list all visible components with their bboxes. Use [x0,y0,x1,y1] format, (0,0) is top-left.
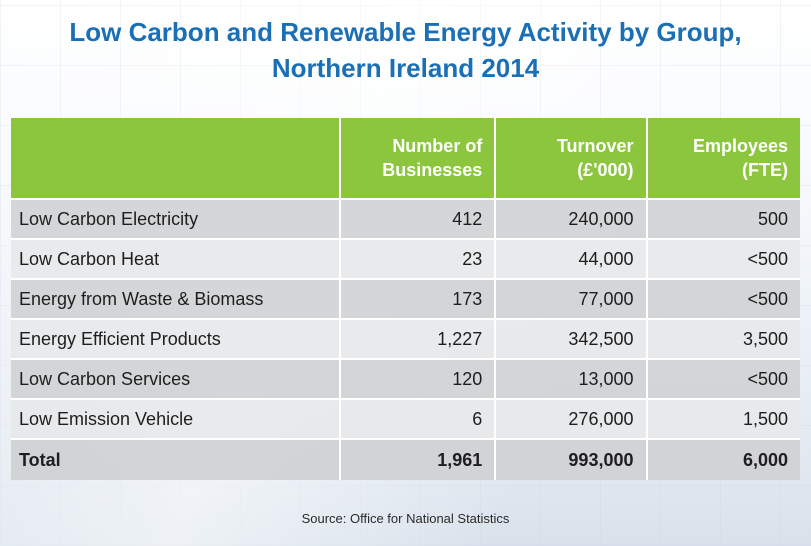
cell-turnover: 77,000 [495,278,648,319]
table-row: Energy Efficient Products 1,227 342,500 … [11,318,800,359]
table-row: Low Carbon Electricity 412 240,000 500 [11,198,800,239]
source-note: Source: Office for National Statistics [301,511,510,526]
table-row: Low Emission Vehicle 6 276,000 1,500 [11,398,800,439]
cell-group: Low Carbon Electricity [11,198,341,239]
cell-turnover: 44,000 [495,238,648,279]
title-line-1: Low Carbon and Renewable Energy Activity… [69,17,742,47]
page-title: Low Carbon and Renewable Energy Activity… [0,14,811,86]
cell-group: Low Carbon Services [11,358,341,399]
table-row: Energy from Waste & Biomass 173 77,000 <… [11,278,800,319]
header-employees: Employees (FTE) [646,118,800,199]
header-businesses-line2: Businesses [382,160,483,180]
header-businesses-line1: Number of [392,136,483,156]
cell-group: Low Carbon Heat [11,238,341,279]
header-turnover: Turnover (£'000) [495,118,648,199]
title-line-2: Northern Ireland 2014 [271,53,540,83]
cell-employees: <500 [646,238,800,279]
cell-employees: 1,500 [646,398,800,439]
cell-group: Energy Efficient Products [11,318,341,359]
cell-turnover: 276,000 [495,398,648,439]
cell-group: Energy from Waste & Biomass [11,278,341,319]
total-employees: 6,000 [646,438,800,480]
total-turnover: 993,000 [495,438,648,480]
cell-employees: 3,500 [646,318,800,359]
cell-employees: <500 [646,358,800,399]
energy-activity-table: Number of Businesses Turnover (£'000) Em… [11,118,800,480]
header-turnover-line1: Turnover [556,136,634,156]
total-businesses: 1,961 [339,438,497,480]
cell-turnover: 342,500 [495,318,648,359]
cell-group: Low Emission Vehicle [11,398,341,439]
header-employees-line2: (FTE) [742,160,788,180]
cell-businesses: 173 [339,278,497,319]
header-row: Number of Businesses Turnover (£'000) Em… [11,118,800,199]
cell-businesses: 23 [339,238,497,279]
table-row: Low Carbon Services 120 13,000 <500 [11,358,800,399]
cell-turnover: 13,000 [495,358,648,399]
cell-employees: 500 [646,198,800,239]
cell-businesses: 120 [339,358,497,399]
table-row: Low Carbon Heat 23 44,000 <500 [11,238,800,279]
cell-businesses: 6 [339,398,497,439]
header-turnover-line2: (£'000) [577,160,634,180]
total-row: Total 1,961 993,000 6,000 [11,438,800,480]
cell-businesses: 412 [339,198,497,239]
cell-businesses: 1,227 [339,318,497,359]
header-group [11,118,341,199]
header-businesses: Number of Businesses [339,118,497,199]
header-employees-line1: Employees [692,136,788,156]
total-label: Total [11,438,341,480]
cell-turnover: 240,000 [495,198,648,239]
cell-employees: <500 [646,278,800,319]
